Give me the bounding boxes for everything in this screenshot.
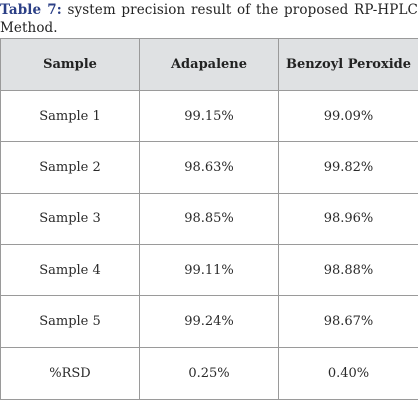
table-caption-text: system precision result of the proposed … bbox=[0, 2, 418, 36]
adapalene-cell: 99.15% bbox=[139, 89, 279, 143]
column-header-adapalene: Adapalene bbox=[139, 38, 279, 91]
adapalene-cell: 98.63% bbox=[139, 141, 279, 194]
system-precision-table: Sample Adapalene Benzoyl Peroxide Sample… bbox=[0, 38, 418, 400]
benzoyl-peroxide-cell: 98.88% bbox=[278, 243, 418, 297]
adapalene-cell: 98.85% bbox=[139, 192, 279, 245]
sample-cell: Sample 3 bbox=[0, 192, 140, 245]
benzoyl-peroxide-rsd-cell: 0.40% bbox=[278, 346, 418, 400]
table-row: Sample 5 99.24% 98.67% bbox=[0, 295, 418, 348]
sample-cell: Sample 4 bbox=[0, 243, 140, 297]
adapalene-cell: 99.24% bbox=[139, 295, 279, 348]
column-header-benzoyl-peroxide: Benzoyl Peroxide bbox=[278, 38, 418, 91]
benzoyl-peroxide-cell: 99.09% bbox=[278, 89, 418, 143]
table-header: Sample Adapalene Benzoyl Peroxide bbox=[0, 38, 418, 91]
sample-cell: Sample 5 bbox=[0, 295, 140, 348]
adapalene-rsd-cell: 0.25% bbox=[139, 346, 279, 400]
rsd-row: %RSD 0.25% 0.40% bbox=[0, 346, 418, 400]
benzoyl-peroxide-cell: 98.96% bbox=[278, 192, 418, 245]
table-body: Sample 1 99.15% 99.09% Sample 2 98.63% 9… bbox=[0, 89, 418, 400]
table-caption-label: Table 7: bbox=[0, 2, 62, 18]
benzoyl-peroxide-cell: 99.82% bbox=[278, 141, 418, 194]
rsd-label-cell: %RSD bbox=[0, 346, 140, 400]
table-row: Sample 2 98.63% 99.82% bbox=[0, 141, 418, 194]
benzoyl-peroxide-cell: 98.67% bbox=[278, 295, 418, 348]
table-row: Sample 4 99.11% 98.88% bbox=[0, 243, 418, 297]
table-caption: Table 7: system precision result of the … bbox=[0, 0, 418, 38]
adapalene-cell: 99.11% bbox=[139, 243, 279, 297]
column-header-sample: Sample bbox=[0, 38, 140, 91]
sample-cell: Sample 1 bbox=[0, 89, 140, 143]
header-row: Sample Adapalene Benzoyl Peroxide bbox=[0, 38, 418, 91]
table-row: Sample 1 99.15% 99.09% bbox=[0, 89, 418, 143]
table-row: Sample 3 98.85% 98.96% bbox=[0, 192, 418, 245]
sample-cell: Sample 2 bbox=[0, 141, 140, 194]
